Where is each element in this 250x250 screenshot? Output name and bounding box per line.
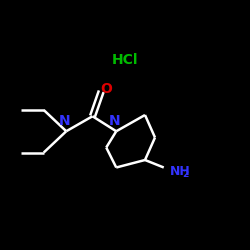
Text: NH: NH <box>170 165 190 178</box>
Text: HCl: HCl <box>112 53 138 67</box>
Text: O: O <box>100 82 112 96</box>
Text: 2: 2 <box>182 170 189 179</box>
Text: N: N <box>109 114 121 128</box>
Text: N: N <box>59 114 71 128</box>
